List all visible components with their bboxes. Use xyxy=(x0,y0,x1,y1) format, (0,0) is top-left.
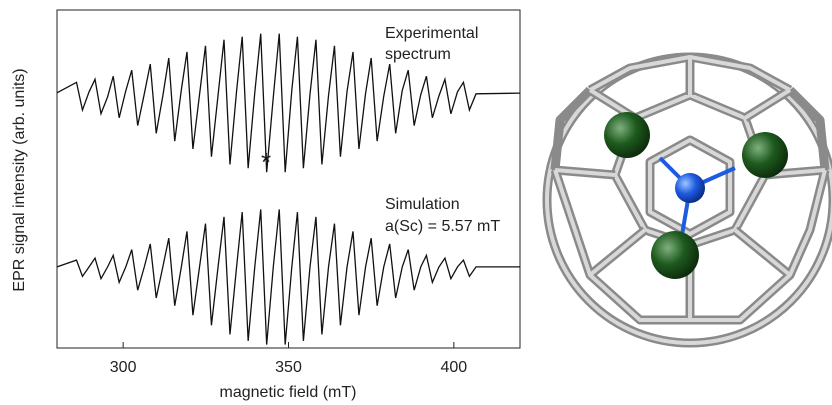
x-tick-label: 300 xyxy=(110,359,137,376)
spectrum-line xyxy=(56,33,521,173)
annotation: a(Sc) = 5.57 mT xyxy=(385,218,500,235)
spectrum-line xyxy=(56,209,520,345)
annotation: Simulation xyxy=(385,196,460,213)
x-tick-label: 400 xyxy=(441,359,468,376)
molecule xyxy=(542,52,832,348)
x-axis-label: magnetic field (mT) xyxy=(220,384,357,401)
annotation: spectrum xyxy=(385,46,451,63)
y-axis-label: EPR signal intensity (arb. units) xyxy=(11,68,28,291)
annotation: Experimental xyxy=(385,25,478,42)
x-tick-label: 350 xyxy=(275,359,302,376)
